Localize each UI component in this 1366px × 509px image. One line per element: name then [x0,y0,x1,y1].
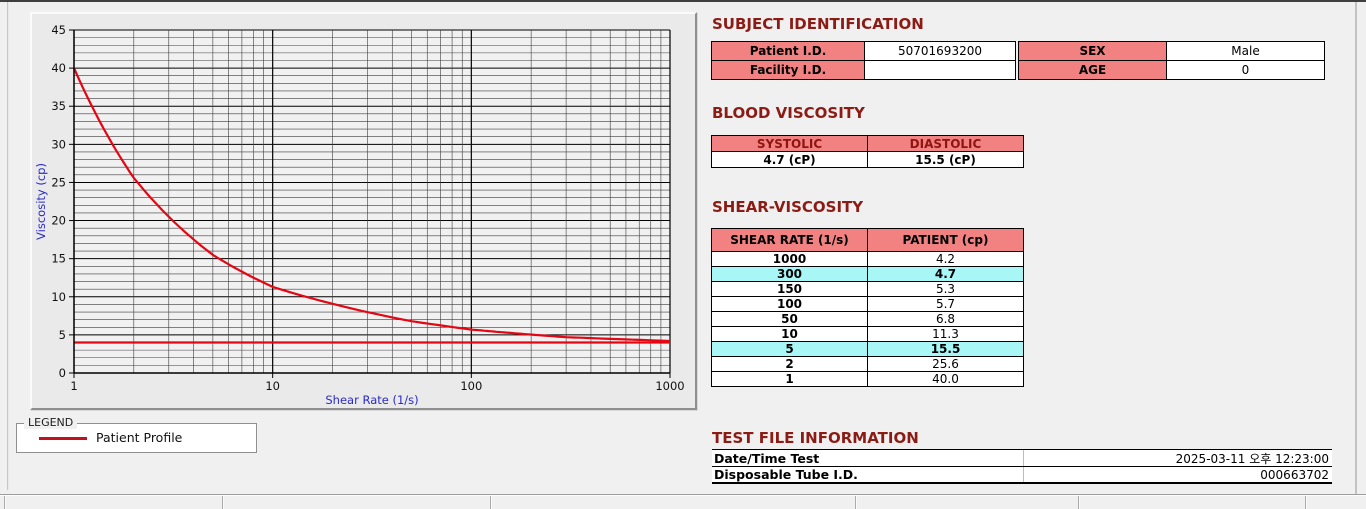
shear-rate-cell: 50 [711,311,868,327]
facility-id-label: Facility I.D. [711,60,865,80]
systolic-value: 4.7 (cP) [711,151,868,168]
sex-value: Male [1166,41,1325,61]
shear-rate-cell: 5 [711,341,868,357]
status-panel-divider [222,496,224,509]
shear-rate-header: SHEAR RATE (1/s) [711,228,868,252]
test-file-row-label: Disposable Tube I.D. [712,467,1024,482]
legend-box: LEGEND Patient Profile [16,416,257,453]
patient-id-value: 50701693200 [864,41,1016,61]
test-file-row-value: 2025-03-11 오후 12:23:00 [1175,451,1329,466]
y-tick-label: 25 [51,175,66,189]
top-window-edge [0,0,1366,2]
viscosity-chart: 0 5 10 15 20 25 30 35 40 45 1 10 100 1000 Shear Rate (… [34,23,685,407]
patient-viscosity-cell: 25.6 [867,356,1024,372]
patient-viscosity-cell: 15.5 [867,341,1024,357]
test-file-row-label: Date/Time Test [712,450,1024,466]
shear-rate-cell: 1 [711,371,868,387]
y-axis-title: Viscosity (cp) [34,163,48,240]
test-file-information-title: TEST FILE INFORMATION [712,429,919,447]
patient-viscosity-cell: 4.2 [867,251,1024,267]
status-panel-divider [4,496,6,509]
x-tick-label: 100 [460,379,482,393]
status-panel-divider [490,496,492,509]
right-window-edge [1355,2,1357,508]
patient-profile-line-swatch [39,437,87,440]
patient-viscosity-cell: 6.8 [867,311,1024,327]
shear-viscosity-title: SHEAR-VISCOSITY [712,198,864,216]
x-axis-title: Shear Rate (1/s) [325,393,418,407]
patient-cp-header: PATIENT (cp) [867,228,1024,252]
shear-rate-cell: 1000 [711,251,868,267]
y-tick-label: 15 [51,252,66,266]
y-tick-label: 5 [59,328,66,342]
age-value: 0 [1166,60,1325,80]
test-file-row: Disposable Tube I.D. 000663702 [712,466,1332,482]
x-tick-label: 1 [70,379,77,393]
patient-profile-curve [72,67,671,343]
test-file-information-table: Date/Time Test 2025-03-11 오후 12:23:00 Disp… [712,449,1332,484]
y-tick-label: 35 [51,99,66,113]
left-window-edge [7,2,9,490]
y-tick-label: 20 [51,214,66,228]
patient-viscosity-cell: 5.7 [867,296,1024,312]
y-tick-label: 0 [59,366,66,380]
patient-viscosity-cell: 5.3 [867,281,1024,297]
x-tick-label: 10 [265,379,280,393]
status-bar [0,494,1366,509]
x-tick-label: 1000 [655,379,684,393]
subject-identification-title: SUBJECT IDENTIFICATION [712,15,924,33]
shear-rate-cell: 10 [711,326,868,342]
shear-rate-cell: 100 [711,296,868,312]
y-tick-label: 45 [51,23,66,37]
patient-id-label: Patient I.D. [711,41,865,61]
status-panel-divider [855,496,857,509]
shear-rate-cell: 150 [711,281,868,297]
facility-id-value [864,60,1016,80]
sex-label: SEX [1018,41,1167,61]
shear-rate-cell: 2 [711,356,868,372]
status-panel-divider [1078,496,1080,509]
y-tick-label: 40 [51,61,66,75]
diastolic-value: 15.5 (cP) [867,151,1024,168]
status-panel-divider [1305,496,1307,509]
plot-area [74,30,670,373]
blood-viscosity-title: BLOOD VISCOSITY [712,104,865,122]
y-tick-label: 10 [51,290,66,304]
shear-rate-cell: 300 [711,266,868,282]
legend-caption: LEGEND [24,416,78,429]
systolic-header: SYSTOLIC [711,135,868,152]
viscosity-chart-panel: 0 5 10 15 20 25 30 35 40 45 1 10 100 1000 Shear Rate (… [30,12,697,410]
subject-identification-table: Patient I.D. 50701693200 SEX Male Facili… [711,41,1325,80]
patient-viscosity-cell: 40.0 [867,371,1024,387]
patient-viscosity-cell: 4.7 [867,266,1024,282]
shear-viscosity-table: SHEAR RATE (1/s) PATIENT (cp) 1000 4.2 300… [711,228,1024,387]
test-file-row-value: 000663702 [1260,467,1329,482]
y-tick-label: 30 [51,137,66,151]
legend-entry-label: Patient Profile [96,430,183,445]
age-label: AGE [1018,60,1167,80]
blood-viscosity-table: SYSTOLIC DIASTOLIC 4.7 (cP) 15.5 (cP) [711,135,1024,168]
diastolic-header: DIASTOLIC [867,135,1024,152]
patient-viscosity-cell: 11.3 [867,326,1024,342]
test-file-row: Date/Time Test 2025-03-11 오후 12:23:00 [712,450,1332,466]
